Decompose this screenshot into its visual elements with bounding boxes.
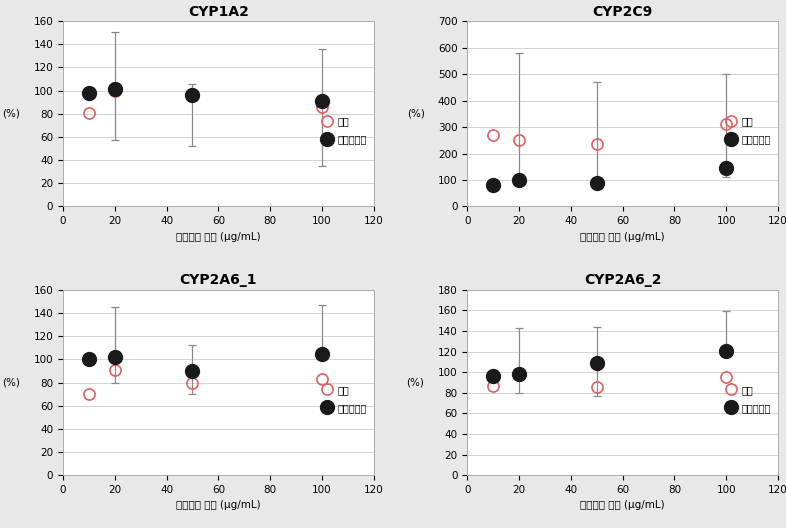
복방	[188, 379, 197, 385]
단방혼합물	[188, 368, 197, 374]
Y-axis label: (%): (%)	[406, 109, 424, 119]
단방혼합물	[488, 182, 498, 188]
Line: 복방: 복방	[83, 364, 328, 400]
단방혼합물	[514, 371, 523, 378]
복방	[84, 109, 94, 116]
단방혼합물	[84, 90, 94, 96]
단방혼합물	[84, 356, 94, 363]
X-axis label: 소청룽탕 농도 (μg/mL): 소청룽탕 농도 (μg/mL)	[176, 232, 261, 242]
X-axis label: 소청룽탕 농도 (μg/mL): 소청룽탕 농도 (μg/mL)	[176, 501, 261, 511]
복방	[110, 88, 119, 94]
Line: 단방혼합물: 단방혼합물	[486, 161, 733, 192]
단방혼합물	[514, 177, 523, 183]
복방	[722, 374, 731, 381]
단방혼합물	[318, 98, 327, 104]
단방혼합물	[722, 165, 731, 171]
복방	[514, 372, 523, 379]
단방혼합물	[318, 351, 327, 357]
Title: CYP2A6_2: CYP2A6_2	[584, 274, 661, 287]
Legend: 복방, 단방혼합물: 복방, 단방혼합물	[726, 383, 773, 414]
복방	[514, 137, 523, 144]
Legend: 복방, 단방혼합물: 복방, 단방혼합물	[726, 115, 773, 146]
복방	[592, 141, 601, 147]
Line: 단방혼합물: 단방혼합물	[82, 346, 329, 378]
Line: 단방혼합물: 단방혼합물	[486, 344, 733, 383]
단방혼합물	[592, 360, 601, 366]
Title: CYP2A6_1: CYP2A6_1	[180, 274, 257, 287]
Line: 복방: 복방	[487, 119, 732, 150]
단방혼합물	[592, 180, 601, 186]
Line: 단방혼합물: 단방혼합물	[82, 82, 329, 108]
복방	[488, 132, 498, 138]
복방	[110, 366, 119, 373]
Line: 복방: 복방	[83, 85, 328, 118]
단방혼합물	[488, 373, 498, 380]
단방혼합물	[722, 347, 731, 354]
Title: CYP1A2: CYP1A2	[188, 5, 249, 18]
복방	[488, 382, 498, 389]
복방	[592, 383, 601, 390]
복방	[188, 93, 197, 100]
Y-axis label: (%): (%)	[2, 378, 20, 388]
X-axis label: 소청룽탕 농도 (μg/mL): 소청룽탕 농도 (μg/mL)	[580, 501, 665, 511]
Title: CYP2C9: CYP2C9	[593, 5, 653, 18]
Legend: 복방, 단방혼합물: 복방, 단방혼합물	[322, 383, 369, 414]
Y-axis label: (%): (%)	[2, 109, 20, 119]
단방혼합물	[110, 86, 119, 92]
복방	[84, 391, 94, 397]
Legend: 복방, 단방혼합물: 복방, 단방혼합물	[322, 115, 369, 146]
복방	[318, 103, 327, 110]
복방	[722, 121, 731, 128]
Y-axis label: (%): (%)	[406, 378, 424, 388]
단방혼합물	[188, 92, 197, 98]
단방혼합물	[110, 354, 119, 360]
Line: 복방: 복방	[487, 370, 732, 392]
X-axis label: 소청룽탕 농도 (μg/mL): 소청룽탕 농도 (μg/mL)	[580, 232, 665, 242]
복방	[318, 376, 327, 382]
